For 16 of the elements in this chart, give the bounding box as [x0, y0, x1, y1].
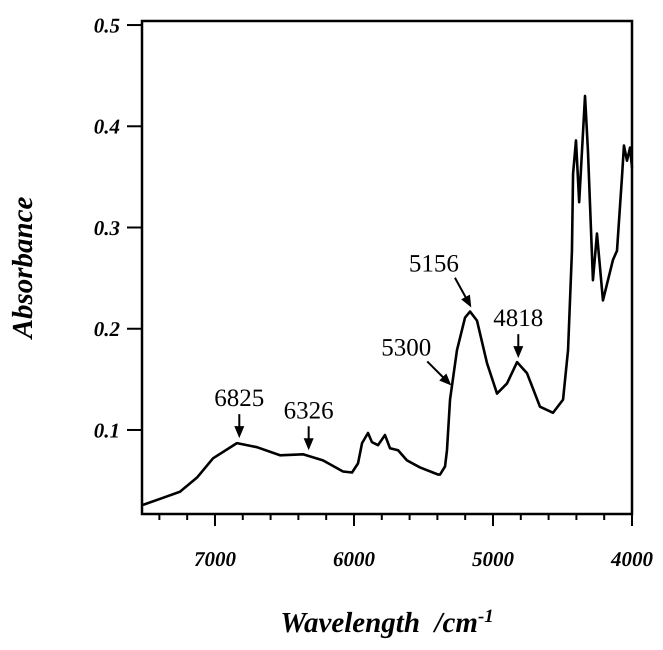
y-tick-label: 0.5	[94, 13, 120, 38]
y-axis-title: Absorbance	[7, 196, 39, 340]
y-tick-label: 0.1	[94, 418, 120, 442]
x-tick-label: 7000	[194, 547, 236, 571]
annotation: 5300	[381, 334, 432, 362]
annotation: 5156	[408, 250, 459, 278]
x-axis-title: Wavelength /cm$^{-1}$	[280, 606, 494, 639]
y-tick-label: 0.3	[94, 216, 120, 240]
x-tick-label: 4000	[610, 547, 654, 571]
x-tick-label: 6000	[332, 547, 376, 571]
annotation: 4818	[493, 305, 544, 332]
annotation: 6825	[214, 385, 264, 412]
y-tick-label: 0.4	[94, 114, 120, 139]
y-tick-label: 0.2	[94, 317, 120, 342]
annotation: 6326	[284, 397, 334, 424]
x-tick-label: 5000	[472, 547, 514, 571]
